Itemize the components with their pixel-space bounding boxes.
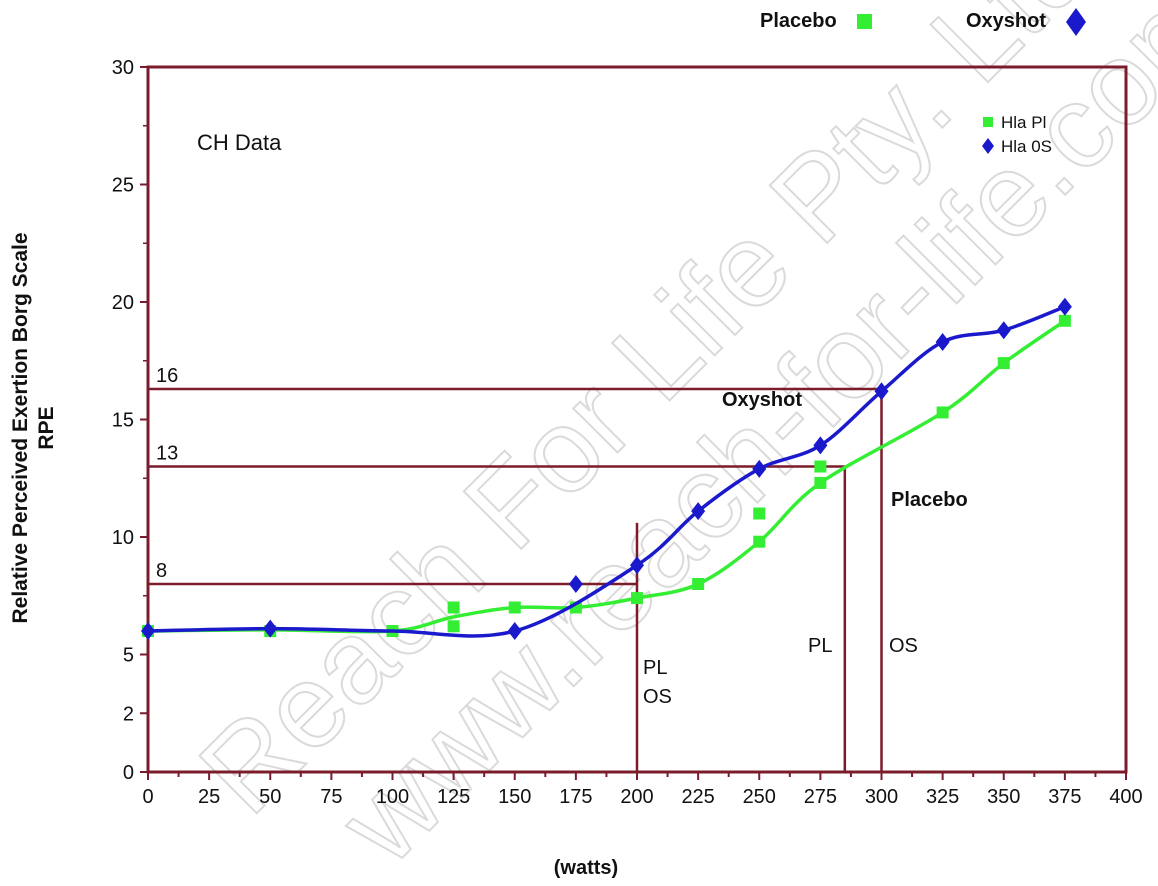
x-tick-label: 200 xyxy=(620,786,653,808)
chart-title: CH Data xyxy=(197,130,282,155)
x-tick-label: 100 xyxy=(376,786,409,808)
y-tick-label: 2 xyxy=(123,703,134,725)
data-point-diamond xyxy=(813,436,828,455)
data-point-square xyxy=(753,507,766,520)
data-point-diamond xyxy=(752,459,767,478)
x-tick-label: 125 xyxy=(437,786,470,808)
data-point-square xyxy=(997,357,1010,370)
annotation-pl-os-line-2: OS xyxy=(643,686,672,708)
inner-legend-oxyshot-diamond-icon xyxy=(982,138,994,154)
data-point-diamond xyxy=(263,619,278,638)
y-tick-label: 20 xyxy=(112,292,134,314)
data-point-diamond xyxy=(507,622,522,640)
x-tick-label: 175 xyxy=(559,786,592,808)
annotation-pl: PL xyxy=(808,635,832,657)
data-point-diamond xyxy=(141,622,155,640)
x-tick-label: 400 xyxy=(1109,786,1142,808)
x-tick-label: 375 xyxy=(1048,786,1081,808)
data-point-square xyxy=(814,476,827,489)
x-tick-label: 250 xyxy=(743,786,776,808)
inner-legend-placebo-square-icon xyxy=(983,117,993,127)
y-axis-title-line-1: Relative Perceived Exertion Borg Scale xyxy=(9,232,32,623)
top-legend: Placebo Oxyshot xyxy=(760,8,1086,36)
watermark: Reach For Life Pty. Ltd. www.reach-for-l… xyxy=(174,0,1158,886)
x-tick-label: 300 xyxy=(865,786,898,808)
y-tick-label: 5 xyxy=(123,645,134,667)
series-layer xyxy=(141,297,1072,640)
data-point-diamond xyxy=(935,332,950,351)
top-legend-placebo-square-icon xyxy=(857,14,872,29)
data-point-square xyxy=(508,601,521,614)
data-point-square xyxy=(447,620,460,633)
reference-lines: 16 13 8 xyxy=(148,365,883,772)
data-point-diamond xyxy=(874,382,889,401)
data-point-diamond xyxy=(568,575,583,593)
watermark-line-2: www.reach-for-life.com xyxy=(314,0,1158,886)
y-tick-label: 0 xyxy=(123,762,134,784)
annotation-oxyshot: Oxyshot xyxy=(722,389,802,411)
x-tick-label: 150 xyxy=(498,786,531,808)
x-tick-label: 325 xyxy=(926,786,959,808)
data-point-diamond xyxy=(1057,297,1072,316)
reference-line-label: 16 xyxy=(156,365,178,387)
annotation-os: OS xyxy=(889,635,918,657)
data-point-diamond xyxy=(996,321,1011,340)
inner-legend-oxyshot-label: Hla 0S xyxy=(1001,137,1052,156)
data-point-square xyxy=(753,535,766,548)
data-point-diamond xyxy=(630,556,644,575)
x-tick-label: 0 xyxy=(142,786,153,808)
x-tick-label: 75 xyxy=(320,786,342,808)
top-legend-oxyshot-label: Oxyshot xyxy=(966,10,1046,32)
x-axis-title: (watts) xyxy=(554,857,618,879)
data-point-square xyxy=(814,460,827,473)
annotation-placebo: Placebo xyxy=(891,489,968,511)
reference-line-label: 13 xyxy=(156,443,178,465)
x-tick-label: 50 xyxy=(259,786,281,808)
top-legend-placebo-label: Placebo xyxy=(760,10,837,32)
y-tick-label: 25 xyxy=(112,175,134,197)
inner-legend-placebo-label: Hla Pl xyxy=(1001,113,1046,132)
x-tick-label: 350 xyxy=(987,786,1020,808)
data-point-diamond xyxy=(691,502,706,521)
annotation-pl-os-line-1: PL xyxy=(643,657,667,679)
reference-line-label: 8 xyxy=(156,560,167,582)
top-legend-oxyshot-diamond-icon xyxy=(1066,8,1086,36)
y-tick-label: 10 xyxy=(112,527,134,549)
x-axis-ticks: 0 25 50 75 100 125 150 175 200 225 250 275 300 325 350… xyxy=(142,772,1143,808)
x-tick-label: 225 xyxy=(681,786,714,808)
data-point-square xyxy=(1058,314,1071,327)
data-point-square xyxy=(936,406,949,419)
y-axis-title-line-2: RPE xyxy=(35,406,58,449)
x-tick-label: 275 xyxy=(804,786,837,808)
data-point-square xyxy=(447,601,460,614)
y-tick-label: 30 xyxy=(112,57,134,79)
inner-legend: Hla Pl Hla 0S xyxy=(982,113,1052,156)
series-oxyshot xyxy=(141,297,1072,640)
y-tick-label: 15 xyxy=(112,410,134,432)
data-point-square xyxy=(631,592,643,605)
data-point-square xyxy=(692,578,705,590)
x-tick-label: 25 xyxy=(198,786,220,808)
